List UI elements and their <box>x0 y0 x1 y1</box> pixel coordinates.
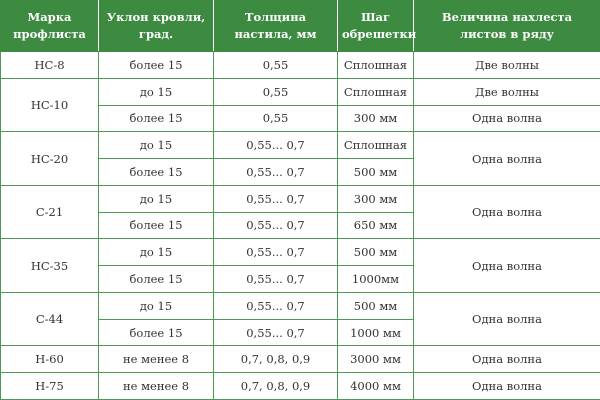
step-cell: Сплошная <box>337 131 414 160</box>
table-row: НС-35 до 15 0,55... 0,7 500 мм Одна волна <box>0 238 600 293</box>
overlap-cell: Две волны <box>413 51 600 79</box>
table-row: НС-20 до 15 0,55... 0,7 Сплошная Одна волна <box>0 131 600 186</box>
mark-cell: Н-60 <box>0 345 99 374</box>
overlap-cell: Одна волна <box>413 372 600 400</box>
thickness-cell: 0,55... 0,7 <box>213 211 338 240</box>
step-cell: 500 мм <box>337 291 414 320</box>
table-row: более 15 0,55... 0,7 650 мм <box>1 211 600 240</box>
step-cell: 650 мм <box>337 211 414 240</box>
thickness-cell: 0,55... 0,7 <box>213 184 338 213</box>
mark-cell: НС-10 <box>0 77 99 133</box>
table-row: Н-60 не менее 8 0,7, 0,8, 0,9 3000 мм Одна в… <box>0 345 600 374</box>
step-cell: Сплошная <box>337 77 414 106</box>
overlap-cell: Одна волна <box>413 238 600 293</box>
slope-cell: до 15 <box>98 184 214 213</box>
thickness-cell: 0,55... 0,7 <box>213 265 338 293</box>
header-cell: Марка профлиста <box>0 0 99 52</box>
header-cell: Величина нахлеста листов в ряду <box>413 0 600 52</box>
table-row: более 15 0,55 300 мм Одна волна <box>1 104 600 133</box>
slope-cell: более 15 <box>98 104 214 133</box>
header-cell: Толщина настила, мм <box>213 0 338 52</box>
step-cell: 1000 мм <box>337 318 414 347</box>
table-row: С-21 до 15 0,55... 0,7 300 мм Одна волна <box>0 184 600 240</box>
thickness-cell: 0,55... 0,7 <box>213 291 338 320</box>
thickness-cell: 0,55 <box>213 77 338 106</box>
overlap-cell: Одна волна <box>413 345 600 374</box>
table-row: Н-75 не менее 8 0,7, 0,8, 0,9 4000 мм Одна в… <box>0 372 600 400</box>
slope-cell: до 15 <box>98 77 214 106</box>
step-cell: 4000 мм <box>337 372 414 400</box>
slope-cell: более 15 <box>98 158 214 186</box>
slope-cell: до 15 <box>98 238 214 267</box>
table-row: НС-8 более 15 0,55 Сплошная Две волны <box>0 51 600 79</box>
table-row: более 15 0,55... 0,7 1000 мм <box>1 318 600 347</box>
mark-cell: НС-35 <box>0 238 99 293</box>
step-cell: Сплошная <box>337 51 414 79</box>
thickness-cell: 0,55... 0,7 <box>213 238 338 267</box>
slope-cell: не менее 8 <box>98 372 214 400</box>
slope-cell: до 15 <box>98 291 214 320</box>
mark-cell: НС-20 <box>0 131 99 186</box>
slope-cell: более 15 <box>98 265 214 293</box>
mark-cell: Н-75 <box>0 372 99 400</box>
thickness-cell: 0,55... 0,7 <box>213 158 338 186</box>
thickness-cell: 0,55 <box>213 51 338 79</box>
thickness-cell: 0,55... 0,7 <box>213 318 338 347</box>
thickness-cell: 0,55 <box>213 104 338 133</box>
header-cell: Уклон кровли, град. <box>98 0 214 52</box>
header-cell: Шаг обрешетки <box>337 0 416 52</box>
slope-cell: более 15 <box>98 211 214 240</box>
mark-cell: С-21 <box>0 184 99 240</box>
step-cell: 1000мм <box>337 265 414 293</box>
slope-cell: не менее 8 <box>98 345 214 374</box>
table-row: С-44 до 15 0,55... 0,7 500 мм Одна волна <box>0 291 600 347</box>
overlap-cell: Одна волна <box>413 291 600 347</box>
mark-cell: С-44 <box>0 291 99 347</box>
mark-cell: НС-8 <box>0 51 99 79</box>
overlap-cell: Одна волна <box>413 131 600 186</box>
step-cell: 300 мм <box>337 104 414 133</box>
step-cell: 500 мм <box>337 158 414 186</box>
table-row: НС-10 до 15 0,55 Сплошная Две волны <box>0 77 600 133</box>
step-cell: 500 мм <box>337 238 414 267</box>
table-body: НС-8 более 15 0,55 Сплошная Две волны НС-10 до… <box>0 51 600 400</box>
slope-cell: до 15 <box>98 131 214 160</box>
thickness-cell: 0,7, 0,8, 0,9 <box>213 372 338 400</box>
thickness-cell: 0,7, 0,8, 0,9 <box>213 345 338 374</box>
overlap-cell: Одна волна <box>413 104 600 133</box>
slope-cell: более 15 <box>98 318 214 347</box>
step-cell: 3000 мм <box>337 345 414 374</box>
overlap-cell: Одна волна <box>413 184 600 240</box>
overlap-cell: Две волны <box>413 77 600 106</box>
table-row: более 15 0,55... 0,7 500 мм <box>1 158 600 186</box>
header-row: Марка профлиста Уклон кровли, град. Толщин… <box>0 0 600 52</box>
table-row: более 15 0,55... 0,7 1000мм <box>1 265 600 293</box>
step-cell: 300 мм <box>337 184 414 213</box>
slope-cell: более 15 <box>98 51 214 79</box>
thickness-cell: 0,55... 0,7 <box>213 131 338 160</box>
